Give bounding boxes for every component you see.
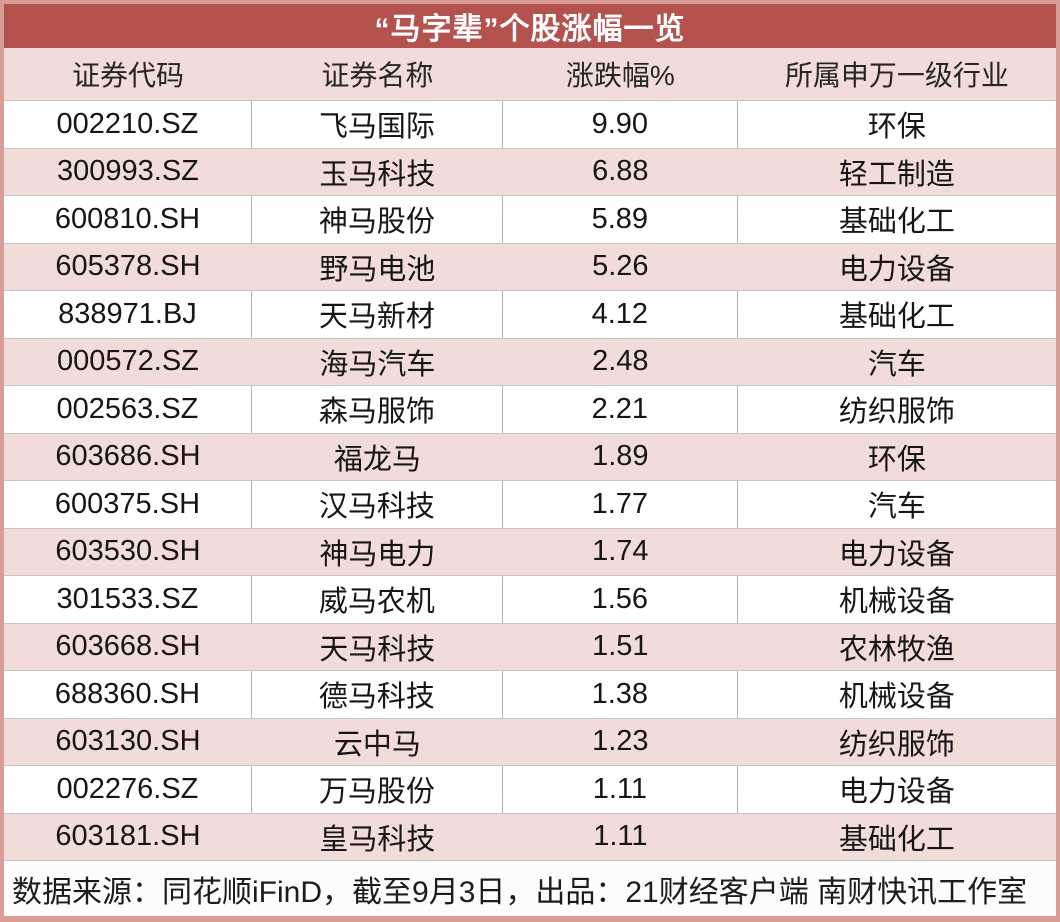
table-row: 600810.SH 神马股份 5.89 基础化工 [4, 195, 1056, 243]
column-header-code: 证券代码 [71, 60, 184, 91]
cell-name: 汉马科技 [252, 481, 503, 528]
cell-change_pct: 1.51 [592, 630, 649, 663]
table-row: 002563.SZ 森马服饰 2.21 纺织服饰 [4, 385, 1056, 433]
cell-name: 神马股份 [252, 196, 503, 243]
table-row: 300993.SZ 玉马科技 6.88 轻工制造 [4, 147, 1056, 195]
cell-code: 002210.SZ [4, 101, 252, 148]
cell-change_pct: 5.89 [503, 196, 738, 243]
table-row: 301533.SZ 威马农机 1.56 机械设备 [4, 575, 1056, 623]
table-row: 002210.SZ 飞马国际 9.90 环保 [4, 100, 1056, 148]
table-row: 603686.SH 福龙马 1.89 环保 [4, 432, 1056, 480]
table-row: 688360.SH 德马科技 1.38 机械设备 [4, 670, 1056, 718]
cell-name: 云中马 [333, 728, 421, 761]
cell-industry: 基础化工 [838, 301, 955, 334]
cell-industry: 轻工制造 [838, 158, 955, 191]
cell-code: 000572.SZ [57, 345, 199, 378]
cell-code: 603686.SH [55, 440, 201, 473]
cell-change_pct: 6.88 [592, 155, 649, 188]
cell-code: 605378.SH [55, 250, 201, 283]
cell-industry: 汽车 [867, 348, 926, 381]
cell-name: 玉马科技 [319, 158, 436, 191]
table-title: “马字辈”个股涨幅一览 [374, 13, 686, 46]
cell-industry: 机械设备 [838, 586, 955, 619]
cell-change_pct: 1.89 [592, 440, 649, 473]
cell-name: 森马服饰 [252, 386, 503, 433]
cell-industry: 电力设备 [838, 253, 955, 286]
cell-industry: 环保 [867, 111, 926, 144]
cell-code: 603181.SH [55, 820, 201, 853]
cell-code: 603130.SH [55, 725, 201, 758]
cell-code: 600375.SH [4, 481, 252, 528]
cell-industry: 纺织服饰 [838, 396, 955, 429]
cell-code: 688360.SH [4, 671, 252, 718]
cell-industry: 环保 [867, 443, 926, 476]
cell-code: 603530.SH [55, 535, 201, 568]
cell-code: 002563.SZ [4, 386, 252, 433]
cell-change_pct: 1.56 [503, 576, 738, 623]
cell-code: 002276.SZ [4, 766, 252, 813]
cell-name: 野马电池 [319, 253, 436, 286]
table-row: 603130.SH 云中马 1.23 纺织服饰 [4, 717, 1056, 765]
cell-industry: 电力设备 [838, 538, 955, 571]
cell-change_pct: 1.77 [503, 481, 738, 528]
cell-code: 603668.SH [55, 630, 201, 663]
cell-code: 300993.SZ [57, 155, 199, 188]
cell-change_pct: 2.21 [503, 386, 738, 433]
cell-name: 神马电力 [319, 538, 436, 571]
cell-name: 皇马科技 [319, 823, 436, 856]
cell-change_pct: 5.26 [592, 250, 649, 283]
cell-industry: 农林牧渔 [838, 633, 955, 666]
cell-name: 万马股份 [252, 766, 503, 813]
cell-change_pct: 1.38 [503, 671, 738, 718]
table-body: 002210.SZ 飞马国际 9.90 环保 300993.SZ 玉马科技 6.88 轻工制造… [4, 100, 1056, 860]
table-header-row: 证券代码 证券名称 涨跌幅% 所属申万一级行业 [4, 48, 1056, 100]
table-row: 603181.SH 皇马科技 1.11 基础化工 [4, 812, 1056, 860]
cell-industry: 基础化工 [838, 823, 955, 856]
table-row: 000572.SZ 海马汽车 2.48 汽车 [4, 337, 1056, 385]
cell-change_pct: 1.11 [593, 820, 648, 853]
cell-change_pct: 4.12 [503, 291, 738, 338]
column-header-change_pct: 涨跌幅% [565, 60, 675, 91]
cell-name: 福龙马 [333, 443, 421, 476]
column-header-name: 证券名称 [321, 60, 434, 91]
cell-change_pct: 9.90 [503, 101, 738, 148]
cell-industry: 汽车 [867, 491, 926, 524]
cell-change_pct: 1.23 [592, 725, 649, 758]
cell-name: 威马农机 [252, 576, 503, 623]
table-row: 838971.BJ 天马新材 4.12 基础化工 [4, 290, 1056, 338]
cell-industry: 基础化工 [838, 206, 955, 239]
data-source-note: 数据来源：同花顺iFinD，截至9月3日，出品：21财经客户端 南财快讯工作室 [12, 875, 1028, 909]
cell-name: 飞马国际 [252, 101, 503, 148]
table-row: 603668.SH 天马科技 1.51 农林牧渔 [4, 622, 1056, 670]
cell-code: 838971.BJ [4, 291, 252, 338]
cell-change_pct: 2.48 [592, 345, 649, 378]
table-title-bar: “马字辈”个股涨幅一览 [4, 4, 1056, 48]
cell-industry: 纺织服饰 [838, 728, 955, 761]
cell-name: 天马新材 [252, 291, 503, 338]
cell-name: 海马汽车 [319, 348, 436, 381]
cell-industry: 机械设备 [838, 681, 955, 714]
cell-name: 德马科技 [252, 671, 503, 718]
table-row: 600375.SH 汉马科技 1.77 汽车 [4, 480, 1056, 528]
table-footnote-bar: 数据来源：同花顺iFinD，截至9月3日，出品：21财经客户端 南财快讯工作室 [4, 860, 1056, 916]
cell-change_pct: 1.11 [503, 766, 738, 813]
column-header-industry: 所属申万一级行业 [784, 60, 1009, 91]
table-row: 605378.SH 野马电池 5.26 电力设备 [4, 242, 1056, 290]
cell-industry: 电力设备 [838, 776, 955, 809]
cell-name: 天马科技 [319, 633, 436, 666]
table-row: 603530.SH 神马电力 1.74 电力设备 [4, 527, 1056, 575]
cell-code: 600810.SH [4, 196, 252, 243]
cell-code: 301533.SZ [4, 576, 252, 623]
table-row: 002276.SZ 万马股份 1.11 电力设备 [4, 765, 1056, 813]
cell-change_pct: 1.74 [592, 535, 649, 568]
